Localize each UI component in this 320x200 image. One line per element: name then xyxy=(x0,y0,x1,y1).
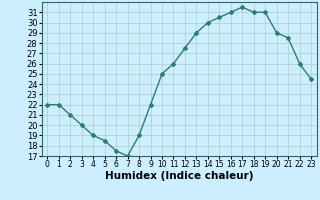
X-axis label: Humidex (Indice chaleur): Humidex (Indice chaleur) xyxy=(105,171,253,181)
